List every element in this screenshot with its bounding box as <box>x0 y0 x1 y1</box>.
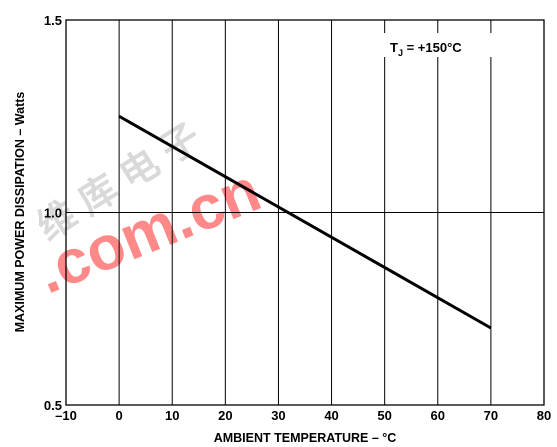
plot-frame <box>65 19 545 406</box>
y-tick-label: 1.0 <box>44 206 62 221</box>
x-tick-label: 60 <box>431 408 445 423</box>
y-axis-title: MAXIMUM POWER DISSIPATION – Watts <box>13 92 27 333</box>
x-axis-title: AMBIENT TEMPERATURE – °C <box>214 431 397 445</box>
x-tick-label: 0 <box>115 408 122 423</box>
x-tick-label: 30 <box>271 408 285 423</box>
annotation-text: TJ = +150°C <box>390 40 462 58</box>
y-tick-label: 0.5 <box>44 398 62 413</box>
x-tick-label: 70 <box>484 408 498 423</box>
x-tick-label: –10 <box>55 408 77 423</box>
x-tick-label: 20 <box>218 408 232 423</box>
y-tick-label: 1.5 <box>44 13 62 28</box>
series-layer <box>118 114 492 330</box>
x-tick-label: 40 <box>324 408 338 423</box>
grid <box>66 20 544 405</box>
y-tick-labels: 0.5 1.0 1.5 <box>44 13 62 413</box>
x-tick-label: 50 <box>377 408 391 423</box>
x-tick-label: 10 <box>165 408 179 423</box>
x-tick-labels: –10 0 10 20 30 40 50 60 70 80 <box>55 408 551 423</box>
series-line <box>118 114 492 330</box>
annotation-background <box>384 33 498 57</box>
watermark: 维 库 电 子 .com.cn <box>27 116 270 307</box>
tj-annotation: TJ = +150°C <box>384 33 498 58</box>
x-tick-label: 80 <box>537 408 551 423</box>
